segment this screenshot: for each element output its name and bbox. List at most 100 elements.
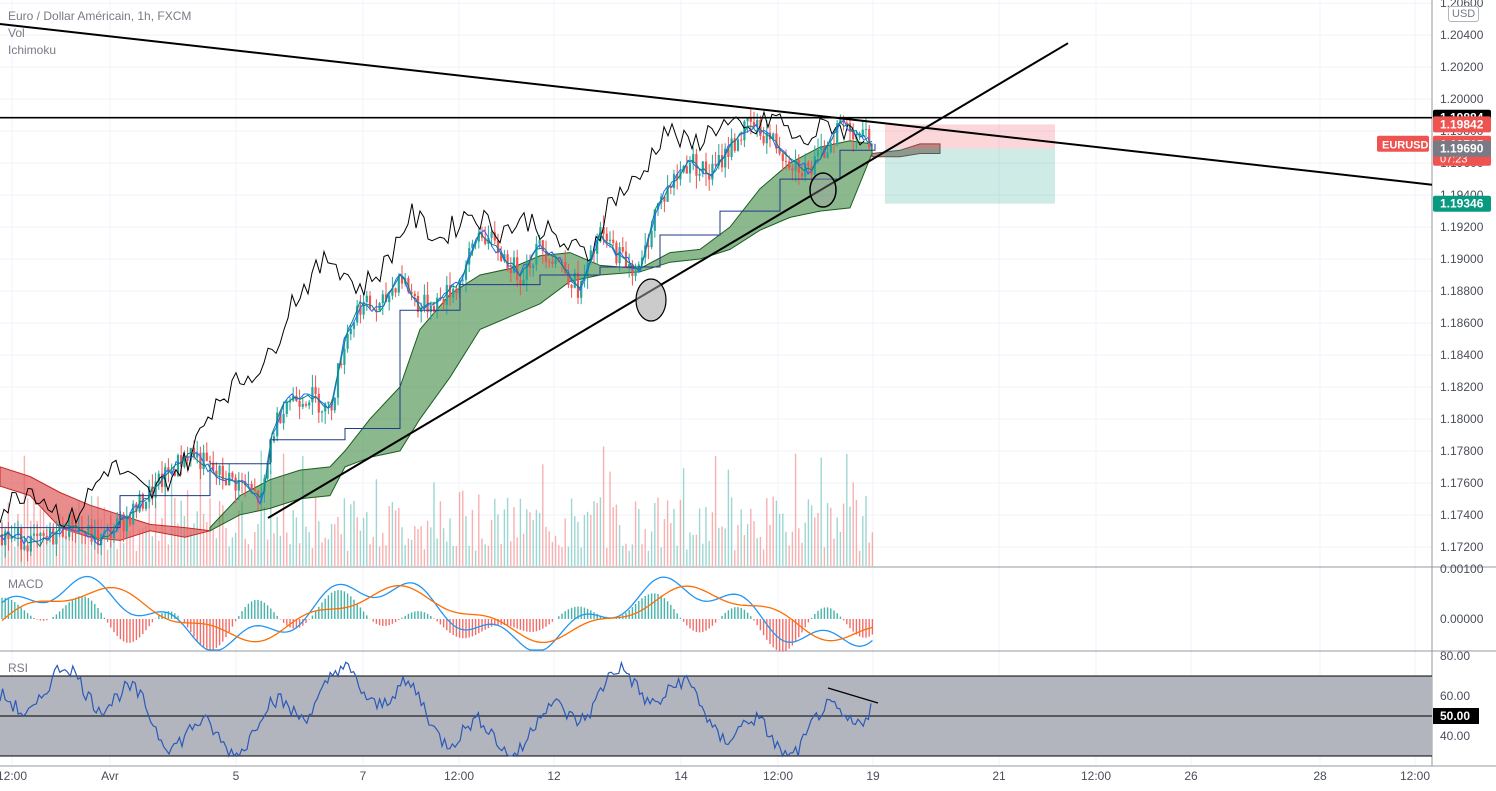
candle-body	[260, 493, 263, 503]
candle-body	[400, 276, 404, 284]
candle-body	[199, 452, 202, 469]
candle-body	[413, 293, 416, 297]
candle-body	[717, 155, 720, 166]
candle-body	[634, 271, 637, 276]
candle-body	[676, 174, 679, 180]
candle-body	[180, 455, 183, 467]
candle-body	[269, 441, 272, 463]
candle-body	[176, 455, 180, 476]
candle-body	[708, 173, 711, 180]
ichimoku-legend[interactable]: Ichimoku	[8, 43, 57, 57]
time-tick-label: 7	[360, 769, 367, 783]
candle-body	[535, 243, 538, 265]
macd-label[interactable]: MACD	[8, 577, 44, 591]
short-position-box[interactable]	[885, 124, 1055, 204]
candle-body	[596, 241, 599, 254]
candle-body	[570, 284, 573, 288]
candle-body	[727, 148, 730, 157]
price-tick-label: 1.19000	[1440, 252, 1484, 266]
candle-body	[74, 532, 77, 534]
candle-body	[477, 232, 480, 242]
candle-body	[391, 288, 394, 296]
candle-body	[720, 155, 724, 168]
macd-tick-label: 0.00000	[1440, 612, 1484, 626]
time-axis[interactable]: 12:00 Avr 5 7 12:00 12 14 12:00 19 21 12:00 26 28 12:…	[0, 769, 1430, 783]
candle-body	[868, 129, 871, 148]
currency-button[interactable]: USD	[1448, 6, 1480, 22]
ichimoku-cloud	[0, 140, 941, 541]
rsi-line	[0, 660, 872, 758]
candle-body	[500, 253, 503, 261]
candle-body	[532, 264, 535, 268]
candle-body	[765, 132, 768, 144]
rsi-label[interactable]: RSI	[8, 661, 29, 675]
rsi-tick-label: 50.00	[1440, 709, 1470, 723]
price-tick-label: 1.20400	[1440, 28, 1484, 42]
candle-body	[487, 237, 490, 244]
rsi-value-badge	[1433, 708, 1479, 724]
candle-body	[154, 481, 157, 498]
candle-body	[343, 348, 346, 365]
price-tick-label: 1.17800	[1440, 444, 1484, 458]
candle-body	[650, 230, 653, 248]
candle-body	[509, 269, 512, 274]
price-tick-label: 1.18600	[1440, 316, 1484, 330]
price-tick-label: 1.17600	[1440, 476, 1484, 490]
candle-body	[23, 545, 26, 550]
price-axis[interactable]: 1.206001.204001.202001.200001.198001.196…	[1433, 0, 1484, 743]
candle-body	[423, 294, 426, 308]
candle-body	[832, 143, 836, 145]
candle-body	[359, 305, 362, 315]
rsi-pane	[0, 660, 1432, 758]
candle-body	[445, 285, 448, 305]
candle-body	[96, 529, 100, 546]
candle-body	[208, 461, 212, 463]
candle-body	[282, 413, 285, 424]
senkou-line	[0, 120, 873, 548]
macd-tick-label: 0.00100	[1440, 562, 1484, 576]
candle-body	[612, 239, 615, 243]
price-tick-label: 1.19200	[1440, 220, 1484, 234]
symbol-badge	[1377, 135, 1429, 152]
candle-body	[218, 465, 221, 475]
signal-line	[1, 584, 873, 644]
candle-body	[791, 168, 794, 171]
candle-body	[224, 479, 228, 486]
candle-body	[564, 262, 567, 274]
volume-legend[interactable]: Vol	[8, 26, 25, 40]
candle-body	[538, 240, 541, 244]
candle-body	[128, 515, 132, 525]
highlight-circle	[635, 278, 667, 322]
time-tick-label: 12:00	[0, 769, 27, 783]
cloud-future	[871, 143, 941, 158]
candle-body	[740, 139, 743, 141]
time-tick-label: 21	[992, 769, 1006, 783]
time-tick-label: 26	[1184, 769, 1198, 783]
candle-body	[173, 471, 176, 476]
candle-body	[42, 533, 45, 536]
drawings[interactable]	[0, 23, 1433, 519]
candle-body	[410, 292, 413, 294]
candle-body	[788, 161, 791, 169]
candle-body	[301, 404, 304, 407]
candle-body	[784, 160, 788, 162]
candle-body	[733, 138, 736, 151]
kijun-line	[0, 143, 876, 529]
candle-body	[272, 436, 276, 442]
candle-body	[45, 535, 48, 538]
candle-body	[730, 138, 733, 157]
candle-body	[125, 515, 128, 532]
candle-body	[800, 172, 804, 177]
candle-body	[794, 160, 797, 171]
candle-body	[234, 477, 237, 491]
candle-body	[756, 120, 759, 128]
candle-body	[247, 484, 250, 486]
price-badge	[1433, 140, 1491, 157]
price-tick-label: 1.20000	[1440, 92, 1484, 106]
candle-body	[685, 166, 688, 174]
time-tick-label: 12:00	[444, 769, 474, 783]
candle-body	[736, 139, 740, 151]
candle-body	[496, 240, 500, 254]
candle-body	[324, 403, 327, 412]
